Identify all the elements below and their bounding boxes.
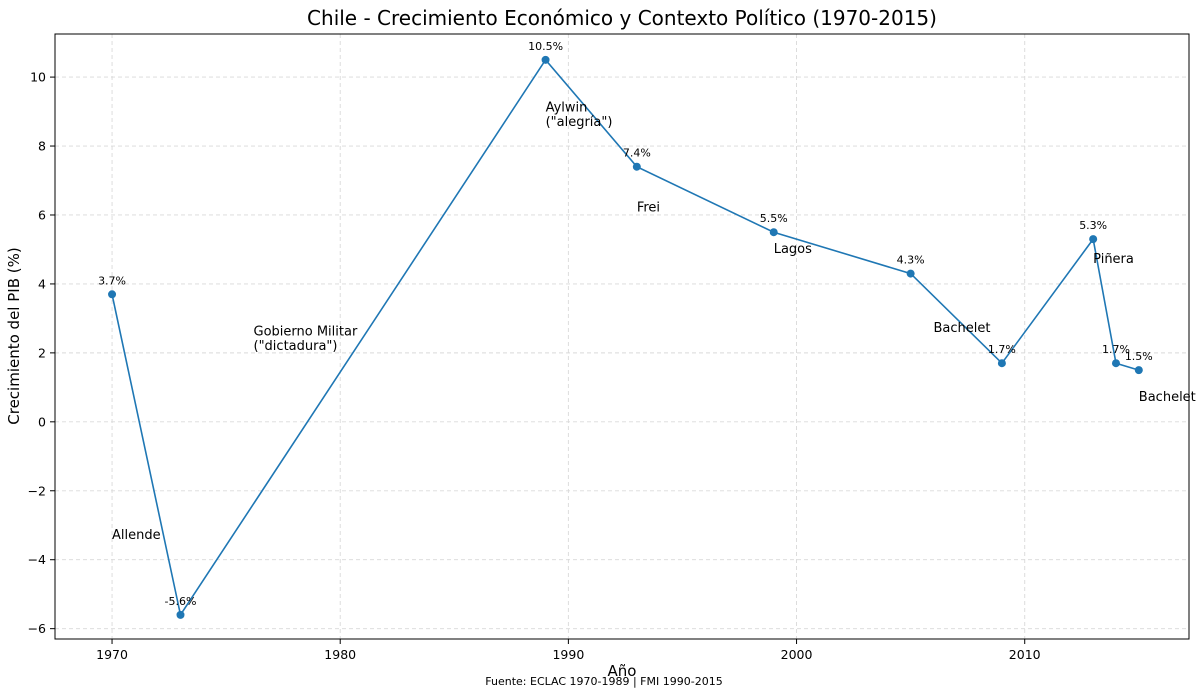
series [108, 55, 1143, 619]
plot-frame [54, 33, 1190, 640]
data-point [997, 359, 1006, 368]
data-label: 1.7% [1102, 343, 1130, 356]
y-axis-label: Crecimiento del PIB (%) [5, 247, 23, 424]
x-tick-label: 1970 [96, 647, 128, 662]
data-label: 5.5% [760, 212, 788, 225]
data-point [1111, 359, 1120, 368]
annotation-label: Bachelet [1139, 390, 1196, 405]
data-point [541, 55, 550, 64]
grid [55, 34, 1189, 639]
y-tick-label: 4 [38, 276, 46, 291]
y-tick-label: −4 [28, 552, 46, 567]
x-tick-label: 1980 [324, 647, 356, 662]
annotation-label: Lagos [774, 242, 812, 257]
annotation-label: Bachelet [933, 321, 990, 336]
x-tick-label: 2010 [1009, 647, 1041, 662]
x-tick-label: 1990 [552, 647, 584, 662]
y-tick-label: −2 [28, 483, 46, 498]
annotation-label: Gobierno Militar [254, 325, 358, 340]
series-line [111, 58, 1140, 617]
data-point [176, 610, 185, 619]
axis-ticks: 1970 1980 1990 2000 2010 −6 −4 −2 0 2 4 6 8 10 [28, 70, 1041, 662]
data-point [632, 162, 641, 171]
annotation-label: ("dictadura") [254, 339, 338, 354]
data-point [108, 290, 117, 299]
data-label: 3.7% [98, 274, 126, 287]
annotation-label: ("alegría") [546, 115, 613, 130]
y-tick-label: 8 [38, 139, 46, 154]
y-tick-label: 2 [38, 345, 46, 360]
data-label: 1.7% [988, 343, 1016, 356]
data-label: -5.6% [165, 595, 197, 608]
data-labels: 3.7%-5.6%10.5%7.4%5.5%4.3%1.7%5.3%1.7%1.… [98, 40, 1153, 608]
data-label: 7.4% [623, 147, 651, 160]
x-axis-label: Año [608, 662, 637, 680]
data-label: 10.5% [528, 40, 563, 53]
annotation-label: Piñera [1093, 252, 1134, 267]
data-point [906, 269, 915, 278]
annotations: Allende Gobierno Militar("dictadura") Aylw… [112, 101, 1196, 543]
data-label: 4.3% [897, 254, 925, 267]
annotation-label: Aylwin [546, 101, 588, 116]
data-label: 1.5% [1125, 350, 1153, 363]
annotation-label: Frei [637, 201, 660, 216]
data-point [1134, 366, 1143, 375]
source-note: Fuente: ECLAC 1970-1989 | FMI 1990-2015 [485, 675, 722, 688]
chart-title: Chile - Crecimiento Económico y Contexto… [307, 6, 937, 30]
data-point [1089, 235, 1098, 244]
data-label: 5.3% [1079, 219, 1107, 232]
y-tick-label: 10 [30, 70, 46, 85]
y-tick-label: 6 [38, 207, 46, 222]
y-tick-label: 0 [38, 414, 46, 429]
x-tick-label: 2000 [781, 647, 813, 662]
data-point [769, 228, 778, 237]
y-tick-label: −6 [28, 621, 46, 636]
annotation-label: Allende [112, 528, 161, 543]
